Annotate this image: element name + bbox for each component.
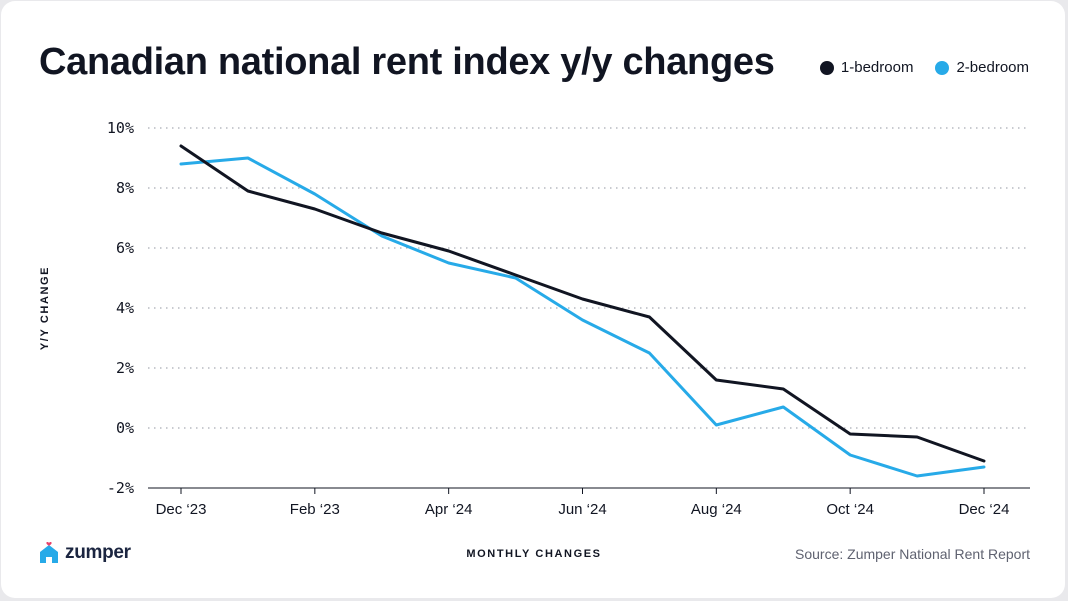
x-tick-label: Oct ‘24 xyxy=(826,501,874,518)
x-tick-label: Apr ‘24 xyxy=(425,501,473,518)
gridlines xyxy=(148,127,1030,429)
zumper-logo: zumper xyxy=(38,542,131,564)
source-note: Source: Zumper National Rent Report xyxy=(795,546,1030,562)
x-tick-label: Dec ‘24 xyxy=(959,501,1010,518)
x-axis-label: MONTHLY CHANGES xyxy=(466,548,602,560)
house-icon xyxy=(40,542,58,563)
x-tick-label: Feb ‘23 xyxy=(290,501,340,518)
y-tick-label: 8% xyxy=(116,179,134,197)
series-line-2-bedroom xyxy=(179,156,986,478)
x-tick-label: Jun ‘24 xyxy=(558,501,606,518)
series-line-1-bedroom xyxy=(179,144,986,463)
y-tick-label: 2% xyxy=(116,359,134,377)
x-tick-label: Aug ‘24 xyxy=(691,501,742,518)
legend-marker-2-bedroom xyxy=(935,60,950,75)
legend-label-2-bedroom: 2-bedroom xyxy=(956,59,1029,76)
y-tick-label: 0% xyxy=(116,419,134,437)
y-tick-label: -2% xyxy=(107,479,134,497)
logo-wordmark: zumper xyxy=(65,542,131,563)
y-tick-label: 10% xyxy=(107,119,134,137)
legend: 1-bedroom 2-bedroom xyxy=(819,59,1029,76)
chart-title: Canadian national rent index y/y changes xyxy=(39,41,775,83)
axes: 10% 8% 6% 4% 2% 0% -2% Dec ‘23 Feb ‘23 Apr ‘24 Jun… xyxy=(107,119,1030,518)
y-tick-label: 6% xyxy=(116,239,134,257)
legend-item-2-bedroom: 2-bedroom xyxy=(935,59,1029,76)
legend-marker-1-bedroom xyxy=(819,60,834,75)
y-tick-label: 4% xyxy=(116,299,134,317)
x-tick-label: Dec ‘23 xyxy=(156,501,207,518)
series-lines xyxy=(179,144,986,478)
legend-label-1-bedroom: 1-bedroom xyxy=(840,59,914,76)
legend-item-1-bedroom: 1-bedroom xyxy=(819,59,914,76)
